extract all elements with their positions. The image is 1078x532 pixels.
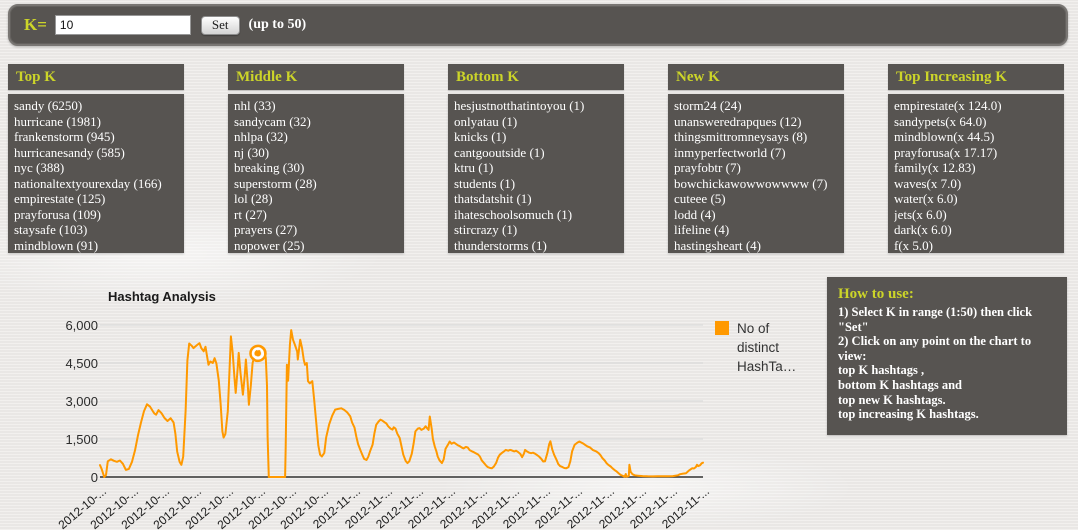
legend-label-line: No of: [737, 321, 770, 336]
howto-line: 2) Click on any point on the chart to: [838, 334, 1032, 349]
hashtag-item: prayers (27): [234, 222, 298, 237]
hashtag-item: onlyatau (1): [454, 113, 518, 129]
column-body-new-k: storm24 (24) unansweredrapques (12) things…: [668, 94, 844, 253]
hashtag-item: nationaltextyourexday (166): [14, 175, 162, 191]
y-axis-label: 0: [90, 470, 98, 485]
hashtag-item: ihateschoolsomuch (1): [454, 206, 573, 222]
howto-title: How to use:: [838, 286, 914, 302]
hashtag-item: nopower (25): [234, 237, 305, 253]
hashtag-item: thatsdatshit (1): [454, 191, 532, 206]
hashtag-item: storm24 (24): [674, 98, 742, 113]
column-bottom-k: Bottom K hesjustnotthatintoyou (1) onlyata…: [448, 64, 624, 253]
howto-box: How to use: 1) Select K in range (1:50) …: [827, 277, 1067, 435]
series-line[interactable]: [99, 329, 704, 478]
hashtag-item: hesjustnotthatintoyou (1): [454, 98, 585, 113]
hashtag-item: family(x 12.83): [894, 160, 976, 175]
hashtag-item: rt (27): [234, 206, 267, 222]
hashtag-item: nj (30): [234, 144, 270, 160]
legend-label-line: distinct: [737, 340, 780, 355]
hashtag-item: prayforusa (109): [14, 206, 101, 222]
howto-line: top K hashtags ,: [838, 363, 925, 378]
hashtag-item: hurricane (1981): [14, 113, 101, 129]
hashtag-item: jets(x 6.0): [894, 206, 947, 222]
column-top-k: Top K sandy (6250) hurricane (1981) franken…: [8, 64, 184, 253]
column-header-new-k: New K: [668, 64, 844, 90]
set-button[interactable]: Set: [200, 15, 240, 35]
hashtag-item: f(x 5.0): [894, 237, 933, 253]
hashtag-item: sandycam (32): [234, 113, 311, 129]
hashtag-item: inmyperfectworld (7): [674, 144, 786, 160]
hashtag-item: empirestate (125): [14, 191, 106, 206]
hashtag-item: prayforusa(x 17.17): [894, 144, 998, 160]
column-top-increasing-k: Top Increasing K empirestate(x 124.0) sand…: [888, 64, 1064, 253]
hashtag-item: prayfobtr (7): [674, 160, 741, 175]
k-control-bar: K= Set (up to 50): [8, 4, 1068, 46]
hashtag-item: nyc (388): [14, 160, 65, 175]
hashtag-item: empirestate(x 124.0): [894, 98, 1002, 113]
chart-title: Hashtag Analysis: [108, 289, 216, 304]
hashtag-item: waves(x 7.0): [894, 175, 962, 191]
column-new-k: New K storm24 (24) unansweredrapques (12) t…: [668, 64, 844, 253]
hashtag-item: lodd (4): [674, 206, 716, 222]
hashtag-item: dark(x 6.0): [894, 222, 952, 237]
legend-label: No of distinct HashTa…: [737, 319, 796, 376]
y-axis-label: 1,500: [65, 432, 98, 447]
hashtag-columns: Top K sandy (6250) hurricane (1981) franken…: [8, 64, 1064, 253]
chart-legend: No of distinct HashTa…: [715, 319, 796, 376]
legend-label-line: HashTa…: [737, 359, 797, 374]
hashtag-item: thingsmittromneysays (8): [674, 129, 808, 144]
hashtag-item: hastingsheart (4): [674, 237, 762, 253]
y-axis-label: 6,000: [65, 318, 98, 333]
howto-line: bottom K hashtags and: [838, 377, 962, 392]
hashtag-item: breaking (30): [234, 160, 305, 175]
column-body-bottom-k: hesjustnotthatintoyou (1) onlyatau (1) kni…: [448, 94, 624, 253]
hashtag-item: cantgooutside (1): [454, 144, 545, 160]
hashtag-item: mindblown (91): [14, 237, 99, 253]
hashtag-analysis-chart[interactable]: Hashtag Analysis 0 1,500 3,000 4,500 6,000 2…: [40, 283, 830, 532]
chart-plot-area[interactable]: [40, 283, 830, 530]
hashtag-item: knicks (1): [454, 129, 507, 144]
hashtag-item: cuteee (5): [674, 191, 726, 206]
selected-point-marker[interactable]: [249, 344, 267, 363]
column-header-top-increasing-k: Top Increasing K: [888, 64, 1064, 90]
howto-line: top increasing K hashtags.: [838, 407, 979, 422]
howto-line: view:: [838, 348, 867, 363]
k-range-hint: (up to 50): [248, 17, 307, 32]
column-header-bottom-k: Bottom K: [448, 64, 624, 90]
hashtag-item: frankenstorm (945): [14, 129, 115, 144]
hashtag-item: mindblown(x 44.5): [894, 129, 995, 144]
column-header-middle-k: Middle K: [228, 64, 404, 90]
hashtag-item: ktru (1): [454, 160, 494, 175]
y-axis-label: 3,000: [65, 394, 98, 409]
howto-line: "Set": [838, 319, 869, 334]
hashtag-item: nhl (33): [234, 98, 276, 113]
hashtag-item: sandypets(x 64.0): [894, 113, 987, 129]
hashtag-item: sandy (6250): [14, 98, 83, 113]
column-body-top-increasing-k: empirestate(x 124.0) sandypets(x 64.0) min…: [888, 94, 1064, 253]
hashtag-item: students (1): [454, 175, 516, 191]
hashtag-item: bowchickawowwowwww (7): [674, 175, 828, 191]
hashtag-item: nhlpa (32): [234, 129, 288, 144]
y-axis-label: 4,500: [65, 356, 98, 371]
hashtag-item: lol (28): [234, 191, 273, 206]
hashtag-item: hurricanesandy (585): [14, 144, 125, 160]
hashtag-item: lifeline (4): [674, 222, 730, 237]
hashtag-item: stircrazy (1): [454, 222, 518, 237]
column-header-top-k: Top K: [8, 64, 184, 90]
column-body-top-k: sandy (6250) hurricane (1981) frankenstorm…: [8, 94, 184, 253]
hashtag-item: staysafe (103): [14, 222, 88, 237]
hashtag-item: unansweredrapques (12): [674, 113, 802, 129]
hashtag-item: water(x 6.0): [894, 191, 958, 206]
column-body-middle-k: nhl (33) sandycam (32) nhlpa (32) nj (30) br…: [228, 94, 404, 253]
k-label: K=: [24, 15, 47, 34]
hashtag-item: superstorm (28): [234, 175, 317, 191]
k-input[interactable]: [54, 15, 191, 35]
hashtag-item: thunderstorms (1): [454, 237, 547, 253]
legend-swatch: [715, 321, 729, 335]
howto-line: 1) Select K in range (1:50) then click: [838, 305, 1033, 319]
howto-line: top new K hashtags.: [838, 392, 946, 407]
